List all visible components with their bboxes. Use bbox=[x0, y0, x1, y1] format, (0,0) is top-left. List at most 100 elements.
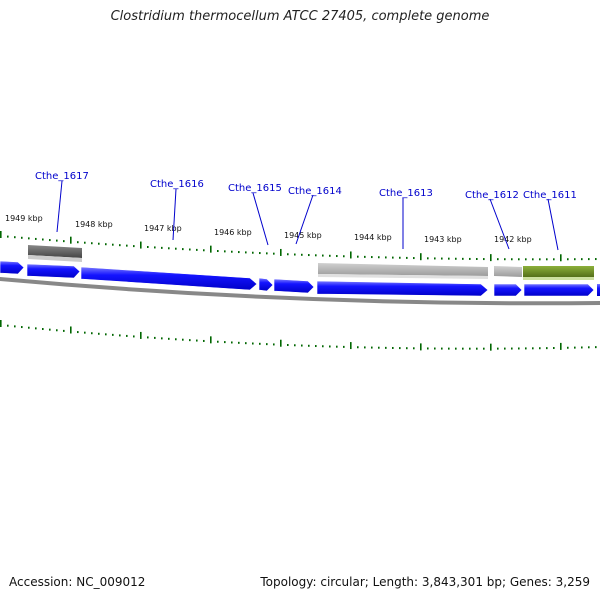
minor-tick bbox=[455, 347, 457, 350]
minor-tick bbox=[168, 337, 170, 340]
minor-tick bbox=[98, 242, 100, 245]
gene-label-cthe-1617[interactable]: Cthe_1617 bbox=[35, 171, 89, 182]
minor-tick bbox=[588, 258, 590, 261]
minor-tick bbox=[357, 346, 359, 349]
minor-tick bbox=[287, 253, 289, 256]
minor-tick bbox=[91, 242, 93, 245]
cds-arrow[interactable] bbox=[0, 260, 25, 275]
minor-tick bbox=[245, 251, 247, 254]
minor-tick bbox=[175, 338, 177, 341]
major-tick bbox=[70, 326, 72, 334]
cds-arrow[interactable] bbox=[597, 284, 600, 296]
minor-tick bbox=[231, 341, 233, 344]
minor-tick bbox=[378, 346, 380, 349]
minor-tick bbox=[266, 252, 268, 255]
kbp-label: 1943 kbp bbox=[424, 235, 462, 244]
minor-tick bbox=[553, 347, 555, 350]
minor-tick bbox=[581, 346, 583, 349]
minor-tick bbox=[427, 257, 429, 260]
dark-feature[interactable] bbox=[28, 245, 82, 262]
cds-arrow[interactable] bbox=[26, 263, 81, 279]
cds-arrow[interactable] bbox=[80, 266, 258, 291]
minor-tick bbox=[182, 338, 184, 341]
minor-tick bbox=[238, 251, 240, 254]
minor-tick bbox=[266, 343, 268, 346]
minor-tick bbox=[434, 257, 436, 260]
minor-tick bbox=[483, 258, 485, 261]
cds-arrow[interactable] bbox=[523, 283, 595, 297]
major-tick bbox=[560, 342, 562, 350]
minor-tick bbox=[441, 347, 443, 350]
minor-tick bbox=[441, 257, 443, 260]
major-tick bbox=[350, 251, 352, 259]
minor-tick bbox=[105, 333, 107, 336]
minor-tick bbox=[574, 346, 576, 349]
minor-tick bbox=[28, 237, 30, 240]
minor-tick bbox=[413, 257, 415, 260]
minor-tick bbox=[147, 245, 149, 248]
major-tick bbox=[0, 231, 2, 238]
cds-arrow[interactable] bbox=[493, 283, 523, 297]
minor-tick bbox=[161, 337, 163, 340]
minor-tick bbox=[469, 347, 471, 350]
minor-tick bbox=[161, 246, 163, 249]
kbp-label: 1944 kbp bbox=[354, 233, 392, 242]
minor-tick bbox=[245, 342, 247, 345]
minor-tick bbox=[189, 339, 191, 342]
kbp-label: 1946 kbp bbox=[214, 228, 252, 237]
kbp-label: 1945 kbp bbox=[284, 231, 322, 240]
cds-arrow[interactable] bbox=[316, 280, 489, 297]
minor-tick bbox=[252, 342, 254, 345]
minor-tick bbox=[259, 342, 261, 345]
minor-tick bbox=[399, 256, 401, 259]
gene-label-cthe-1615[interactable]: Cthe_1615 bbox=[228, 183, 282, 194]
minor-tick bbox=[217, 250, 219, 253]
minor-tick bbox=[336, 345, 338, 348]
minor-tick bbox=[378, 256, 380, 259]
gene-label-cthe-1616[interactable]: Cthe_1616 bbox=[150, 179, 204, 190]
minor-tick bbox=[322, 254, 324, 257]
minor-tick bbox=[168, 247, 170, 250]
minor-tick bbox=[203, 249, 205, 252]
minor-tick bbox=[196, 248, 198, 251]
minor-tick bbox=[406, 347, 408, 350]
minor-tick bbox=[84, 241, 86, 244]
minor-tick bbox=[462, 347, 464, 350]
major-tick bbox=[490, 254, 492, 262]
cds-arrow[interactable] bbox=[258, 277, 274, 292]
gene-labels: Cthe_1617 Cthe_1616 Cthe_1615 Cthe_1614 … bbox=[35, 171, 577, 201]
gene-label-cthe-1611[interactable]: Cthe_1611 bbox=[523, 190, 577, 201]
minor-tick bbox=[91, 332, 93, 335]
minor-tick bbox=[252, 251, 254, 254]
minor-tick bbox=[287, 344, 289, 347]
minor-tick bbox=[308, 254, 310, 257]
minor-tick bbox=[49, 328, 51, 331]
minor-tick bbox=[238, 341, 240, 344]
minor-tick bbox=[434, 347, 436, 350]
minor-tick bbox=[154, 336, 156, 339]
cds-arrow[interactable] bbox=[273, 278, 315, 294]
gene-label-cthe-1612[interactable]: Cthe_1612 bbox=[465, 190, 519, 201]
gene-label-cthe-1614[interactable]: Cthe_1614 bbox=[288, 186, 342, 197]
minor-tick bbox=[448, 347, 450, 350]
gene-label-cthe-1613[interactable]: Cthe_1613 bbox=[379, 188, 433, 199]
minor-tick bbox=[35, 237, 37, 240]
major-tick bbox=[210, 245, 212, 253]
minor-tick bbox=[371, 256, 373, 259]
minor-tick bbox=[35, 327, 37, 330]
minor-tick bbox=[546, 347, 548, 350]
minor-tick bbox=[343, 345, 345, 348]
minor-tick bbox=[504, 258, 506, 261]
minor-tick bbox=[154, 246, 156, 249]
minor-tick bbox=[539, 347, 541, 350]
minor-tick bbox=[308, 344, 310, 347]
gray-feature-1612[interactable] bbox=[494, 266, 522, 277]
green-feature-1611[interactable] bbox=[523, 266, 594, 280]
minor-tick bbox=[329, 254, 331, 257]
minor-tick bbox=[42, 238, 44, 241]
gray-feature-1613[interactable] bbox=[318, 263, 488, 279]
minor-tick bbox=[364, 346, 366, 349]
major-tick bbox=[560, 254, 562, 262]
minor-tick bbox=[77, 241, 79, 244]
